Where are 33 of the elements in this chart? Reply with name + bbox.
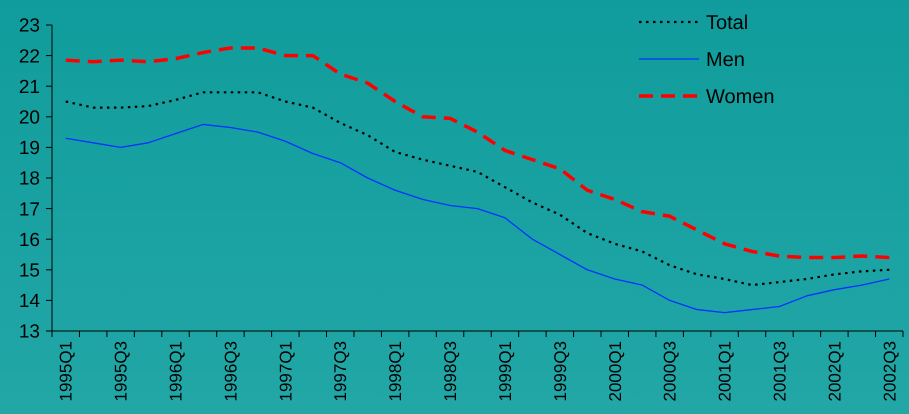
x-tick-label: 2001Q3 xyxy=(770,341,790,402)
y-tick-label: 23 xyxy=(18,16,40,37)
x-tick-label: 1995Q3 xyxy=(112,341,131,402)
legend-label: Men xyxy=(706,49,745,71)
x-tick-label: 1998Q3 xyxy=(441,341,460,402)
x-tick-label: 1996Q3 xyxy=(221,341,240,402)
y-tick-label: 19 xyxy=(18,138,40,160)
x-tick-label: 2002Q3 xyxy=(880,341,900,402)
x-tick-label: 2002Q1 xyxy=(825,341,844,402)
x-tick-label: 2000Q3 xyxy=(660,341,680,402)
legend-label: Women xyxy=(706,86,775,108)
x-tick-label: 1995Q1 xyxy=(56,341,76,402)
x-tick-label: 1999Q1 xyxy=(496,341,515,402)
line-series xyxy=(64,46,892,260)
y-tick-label: 17 xyxy=(18,199,40,220)
x-tick-label: 1999Q3 xyxy=(550,341,570,402)
x-tick-label: 1996Q1 xyxy=(166,341,186,402)
x-tick-label: 2001Q1 xyxy=(716,341,735,402)
x-tick-label: 1997Q1 xyxy=(276,341,296,402)
x-tick-label: 1998Q1 xyxy=(386,341,406,402)
y-tick-label: 21 xyxy=(18,76,40,98)
y-tick-label: 22 xyxy=(18,46,40,68)
y-tick-label: 15 xyxy=(18,260,40,282)
y-tick-label: 13 xyxy=(18,322,40,343)
line-series xyxy=(64,91,890,286)
y-tick-label: 14 xyxy=(18,291,40,312)
y-tick-label: 16 xyxy=(18,230,40,251)
x-tick-label: 1997Q3 xyxy=(331,341,350,402)
legend-label: Total xyxy=(706,12,748,34)
y-tick-label: 20 xyxy=(18,107,40,128)
x-tick-label: 2000Q1 xyxy=(606,341,625,402)
y-tick-label: 18 xyxy=(18,168,40,190)
line-series xyxy=(65,124,890,314)
